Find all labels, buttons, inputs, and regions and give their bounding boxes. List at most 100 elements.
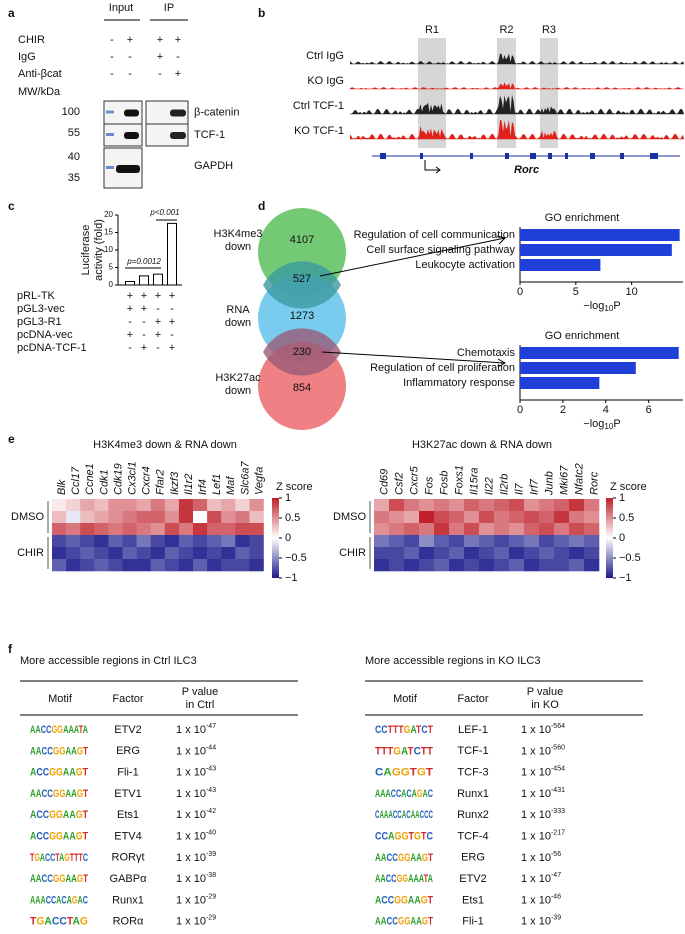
column-label: Il15ra <box>468 467 480 495</box>
heatmap-cell <box>164 499 180 512</box>
p-value: 1 x 10-39 <box>176 851 216 864</box>
factor: Ets1 <box>462 894 484 906</box>
p-value-base: 1 x 10 <box>521 788 551 800</box>
motif-logo: ACCGGAAGT <box>30 830 88 842</box>
heatmap-cell <box>569 559 585 572</box>
factor: RORα <box>113 916 144 928</box>
heatmap-cell <box>150 511 166 524</box>
heatmap-cell <box>207 511 222 524</box>
heatmap-cell <box>569 547 585 560</box>
heatmap-cell <box>509 499 525 512</box>
heatmap-cell <box>389 535 405 548</box>
heatmap-cell <box>524 511 540 524</box>
exon <box>470 153 473 159</box>
p-value-exponent: -47 <box>551 872 561 879</box>
symbol: - <box>128 51 132 63</box>
heatmap-cell <box>569 523 585 536</box>
table-header: Motif <box>393 693 418 705</box>
motif-logo: AAACCACAGAC <box>30 894 88 906</box>
bar <box>520 259 601 271</box>
heatmap-cell <box>374 499 390 512</box>
p-value: 1 x 10-44 <box>176 744 216 757</box>
symbol: + <box>169 316 175 328</box>
heatmap-cell <box>150 559 166 572</box>
heatmap-cell <box>449 559 465 572</box>
heatmap-cell <box>419 559 435 572</box>
column-label: Vegfa <box>253 467 265 495</box>
heatmap-cell <box>235 547 250 560</box>
p-value: 1 x 10-39 <box>521 915 561 928</box>
heatmap-cell <box>193 523 208 536</box>
heatmap-cell <box>94 559 109 572</box>
bar <box>167 222 177 286</box>
factor: Runx1 <box>112 894 144 906</box>
x-axis-label: −log10P <box>583 418 620 431</box>
heatmap-cell <box>554 547 570 560</box>
exon <box>505 153 509 159</box>
p-value-exponent: -47 <box>206 723 216 730</box>
x-axis-label-part: −log <box>583 418 604 430</box>
heatmap-cell <box>94 547 109 560</box>
p-value: 1 x 10-454 <box>521 765 565 778</box>
table-header: Factor <box>112 693 144 705</box>
exon <box>620 153 624 159</box>
panel-label: b <box>258 6 265 20</box>
factor: ETV2 <box>459 873 487 885</box>
blot <box>103 123 143 147</box>
heatmap-cell <box>108 499 123 512</box>
set-label: H3K27ac <box>215 372 261 384</box>
motif-logo: TGACCTAG <box>30 916 88 928</box>
p-value-exponent: -43 <box>206 787 216 794</box>
factor: ETV4 <box>114 830 142 842</box>
venn-count: 1273 <box>290 310 314 322</box>
heatmap-cell <box>389 511 405 524</box>
heatmap-cell <box>374 547 390 560</box>
symbol: - <box>142 329 146 341</box>
heatmap-cell <box>221 547 236 560</box>
heatmap-cell <box>464 499 480 512</box>
exon <box>548 153 552 159</box>
motif-logo: AACCGGAAATA <box>375 873 433 885</box>
column-label: Blk <box>56 479 68 495</box>
heatmap-cell <box>539 547 555 560</box>
p-value-exponent: -43 <box>206 765 216 772</box>
heatmap-cell <box>66 559 81 572</box>
track-label: Ctrl TCF-1 <box>293 100 344 112</box>
factor: TCF-4 <box>457 830 488 842</box>
heatmap-cell <box>479 499 495 512</box>
ladder <box>106 166 114 169</box>
mw-number: 100 <box>62 106 80 118</box>
p-value-base: 1 x 10 <box>176 809 206 821</box>
heatmap-cell <box>464 523 480 536</box>
p-value-exponent: -42 <box>206 808 216 815</box>
heatmap-cell <box>178 499 194 512</box>
column-label: Il22 <box>483 477 495 495</box>
category-label: Leukocyte activation <box>415 259 515 271</box>
heatmap-cell <box>221 559 236 572</box>
p-value: 1 x 10-333 <box>521 808 565 821</box>
p-value-base: 1 x 10 <box>521 852 551 864</box>
heatmap-cell <box>479 523 495 536</box>
motif-logo: CAAACCACAACCC <box>375 809 433 821</box>
column-label: Fos <box>423 476 435 495</box>
heatmap-cell <box>249 499 264 512</box>
motif-logo: CCTTTGATCT <box>375 724 433 736</box>
heatmap-title: H3K27ac down & RNA down <box>412 439 552 451</box>
exon <box>565 153 568 159</box>
condition-label: pGL3-R1 <box>17 316 62 328</box>
symbol: + <box>169 342 175 354</box>
colorbar-tick-label: −0.5 <box>619 552 641 564</box>
symbol: + <box>175 34 181 46</box>
heatmap-cell <box>193 499 208 512</box>
heatmap-cell <box>494 559 510 572</box>
heatmap-cell <box>584 559 600 572</box>
column-label: Ffar2 <box>155 469 167 495</box>
factor: ERG <box>461 852 485 864</box>
column-label: Fosb <box>438 471 450 495</box>
column-label: Rorc <box>588 471 600 495</box>
x-tick-label: 5 <box>573 286 579 298</box>
bar <box>520 229 680 241</box>
motif-logo: TGACCTAGTTTC <box>30 852 88 864</box>
p-value-exponent: -29 <box>206 893 216 900</box>
group-label: DMSO <box>11 511 44 523</box>
